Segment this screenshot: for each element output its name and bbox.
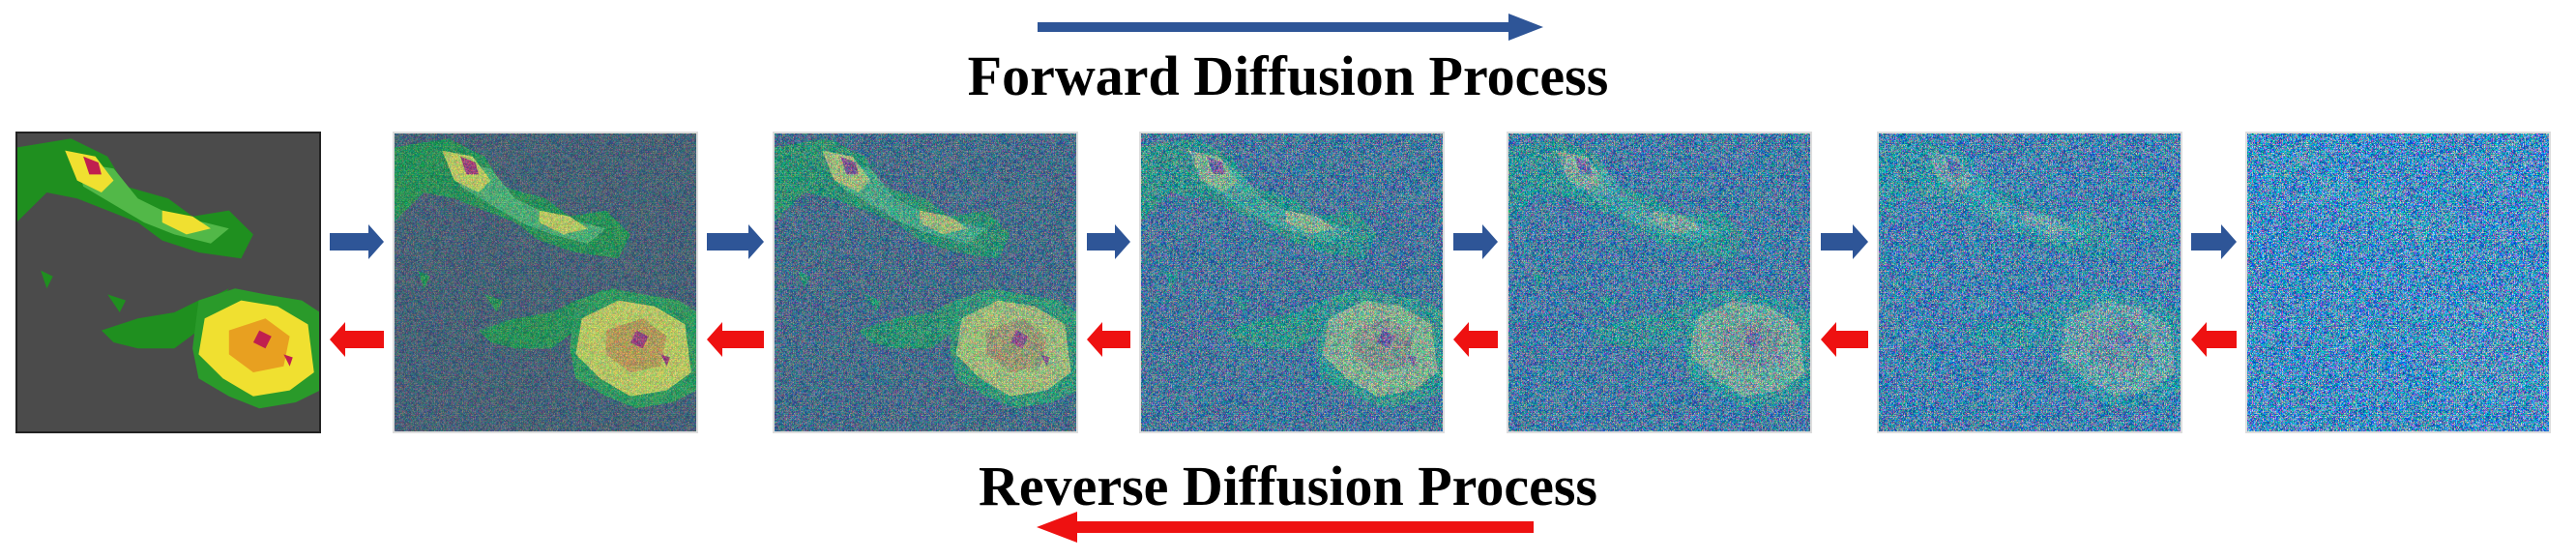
panel-border <box>2245 132 2551 433</box>
panel <box>393 132 698 433</box>
forward-step-arrow <box>1087 224 1130 259</box>
forward-step-arrow <box>1453 224 1498 259</box>
panel <box>1877 132 2182 433</box>
forward-step-arrow <box>2191 224 2237 259</box>
panel <box>773 132 1078 433</box>
reverse-step-arrow <box>1821 322 1868 357</box>
forward-arrow-head <box>1508 14 1543 41</box>
forward-step-arrow <box>707 224 764 259</box>
reverse-step-arrow <box>330 322 384 357</box>
reverse-step-arrow <box>2191 322 2237 357</box>
noise-overlay <box>1508 133 1811 432</box>
panel-border <box>393 132 698 433</box>
reverse-step-arrow <box>707 322 764 357</box>
forward-step-arrow <box>330 224 384 259</box>
noise-overlay <box>394 133 697 432</box>
panel <box>2245 132 2551 433</box>
panels <box>15 132 2551 433</box>
panel <box>1507 132 1812 433</box>
reverse-label: Reverse Diffusion Process <box>979 455 1597 517</box>
reverse-step-arrow <box>1087 322 1130 357</box>
panel <box>1139 132 1445 433</box>
reverse-arrow-head <box>1037 512 1077 543</box>
panel-border <box>15 132 321 433</box>
panel-border <box>773 132 1078 433</box>
reverse-step-arrow <box>1453 322 1498 357</box>
panel-border <box>1139 132 1445 433</box>
panel-border <box>1877 132 2182 433</box>
noise-overlay <box>1140 133 1444 432</box>
radar-image <box>16 133 320 432</box>
panel-border <box>1507 132 1812 433</box>
noise-overlay <box>774 133 1077 432</box>
noise-overlay <box>2246 133 2550 432</box>
forward-step-arrow <box>1821 224 1868 259</box>
noise-overlay <box>1878 133 2181 432</box>
panel <box>15 132 321 433</box>
forward-label: Forward Diffusion Process <box>968 44 1609 107</box>
